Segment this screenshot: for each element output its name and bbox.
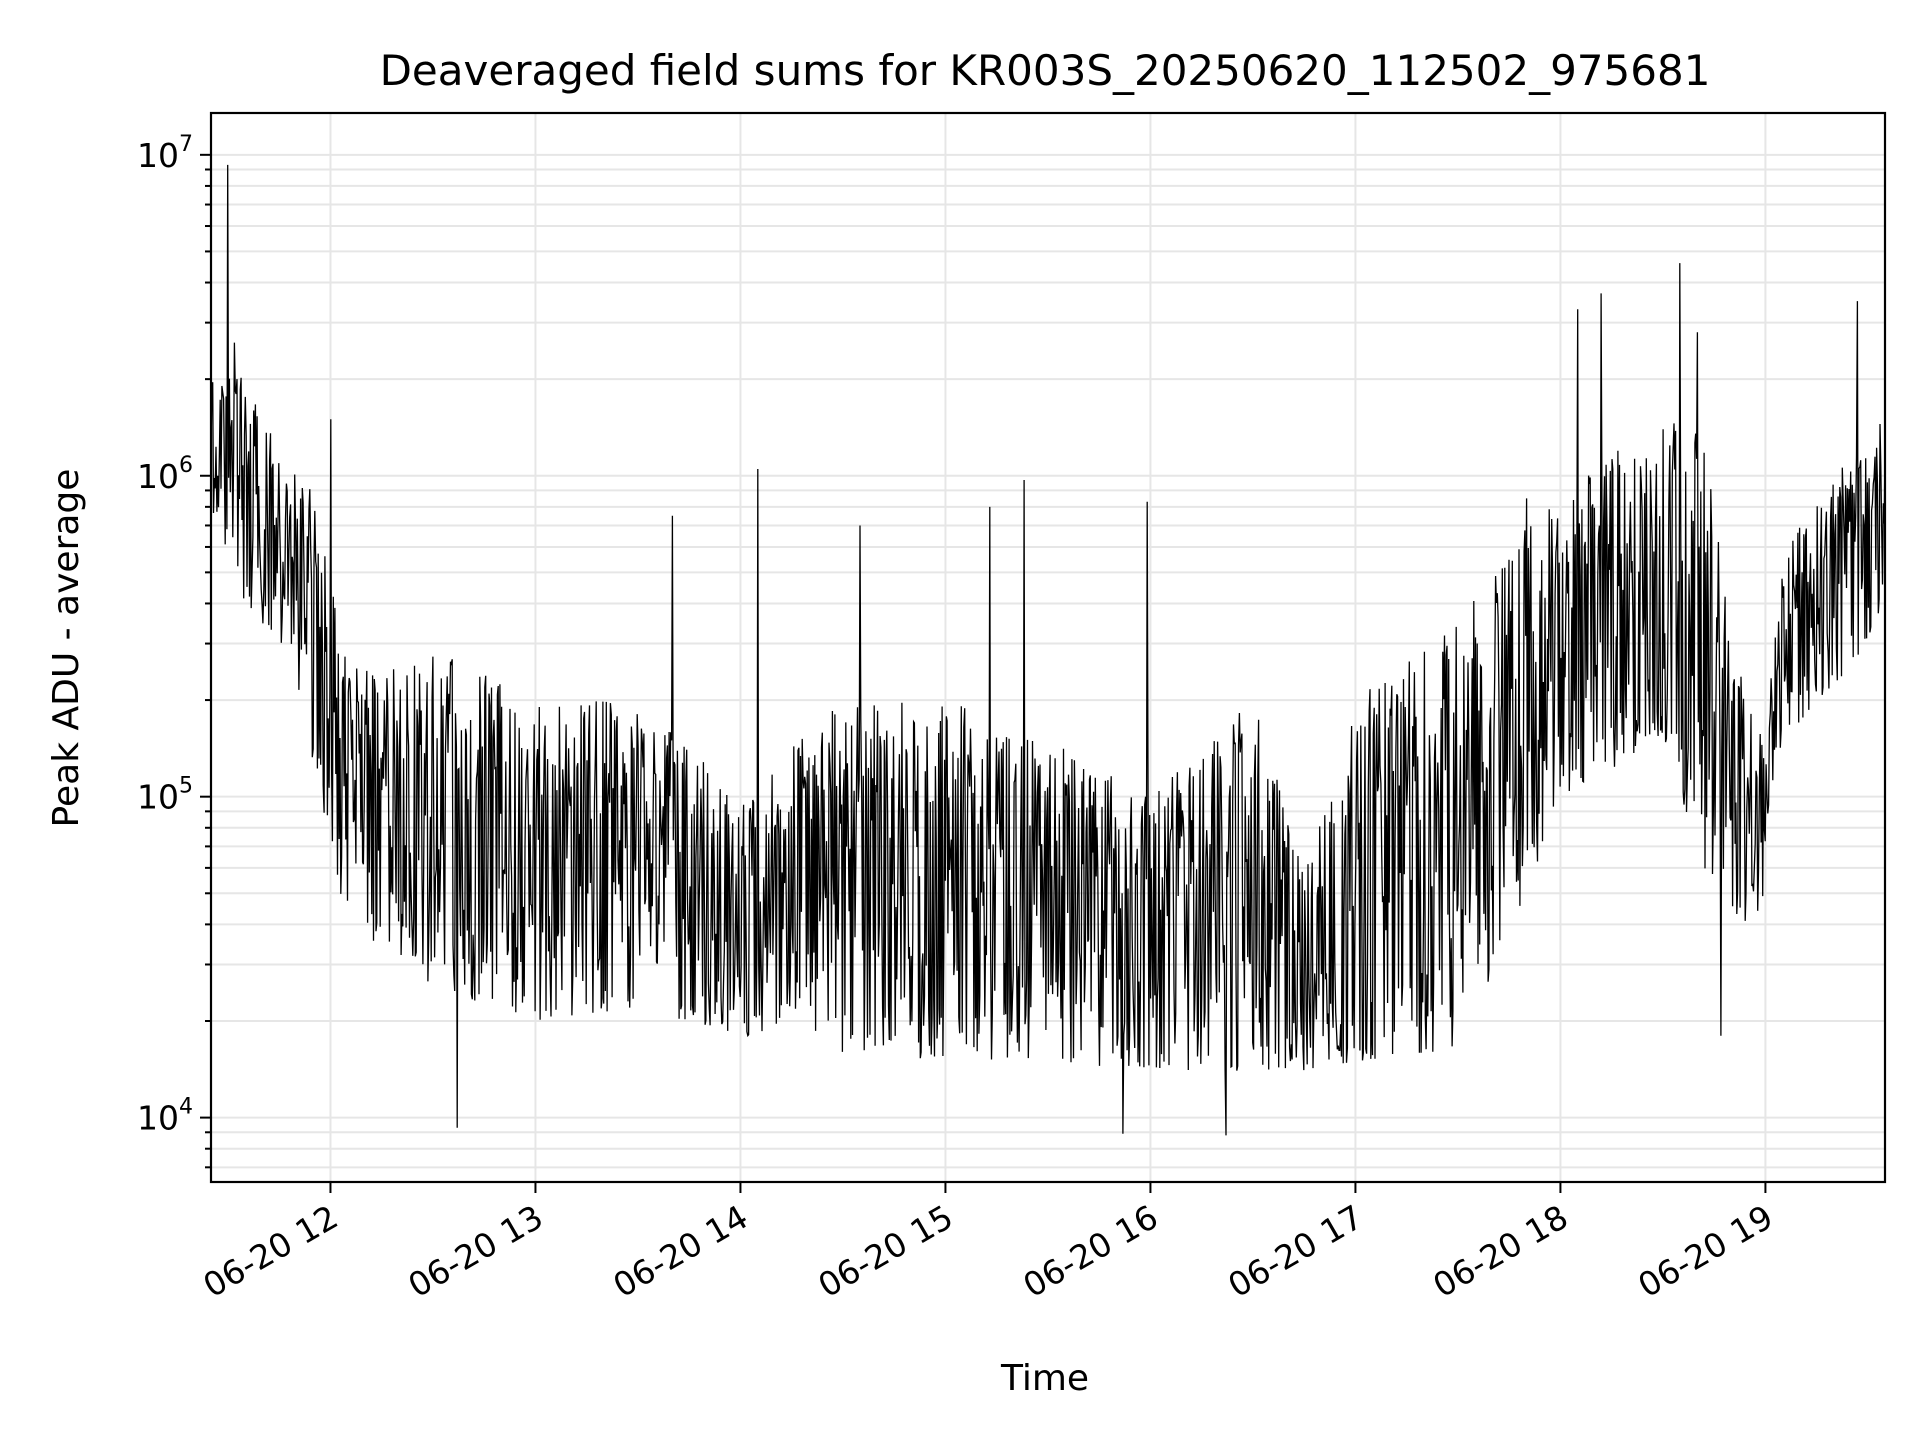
series-line bbox=[210, 164, 1886, 1136]
chart-title: Deaveraged field sums for KR003S_2025062… bbox=[380, 46, 1711, 95]
plot-frame bbox=[209, 111, 1887, 1184]
y-tick-label: 107 bbox=[137, 132, 193, 175]
y-axis-label: Peak ADU - average bbox=[46, 469, 87, 828]
y-axis: 104 105 106 107 bbox=[137, 132, 211, 1169]
x-axis-label: Time bbox=[1000, 1358, 1089, 1399]
y-tick-label: 104 bbox=[137, 1095, 193, 1138]
y-tick-label: 105 bbox=[137, 774, 193, 817]
plot-area bbox=[210, 164, 1886, 1136]
y-tick-label: 106 bbox=[137, 453, 193, 496]
